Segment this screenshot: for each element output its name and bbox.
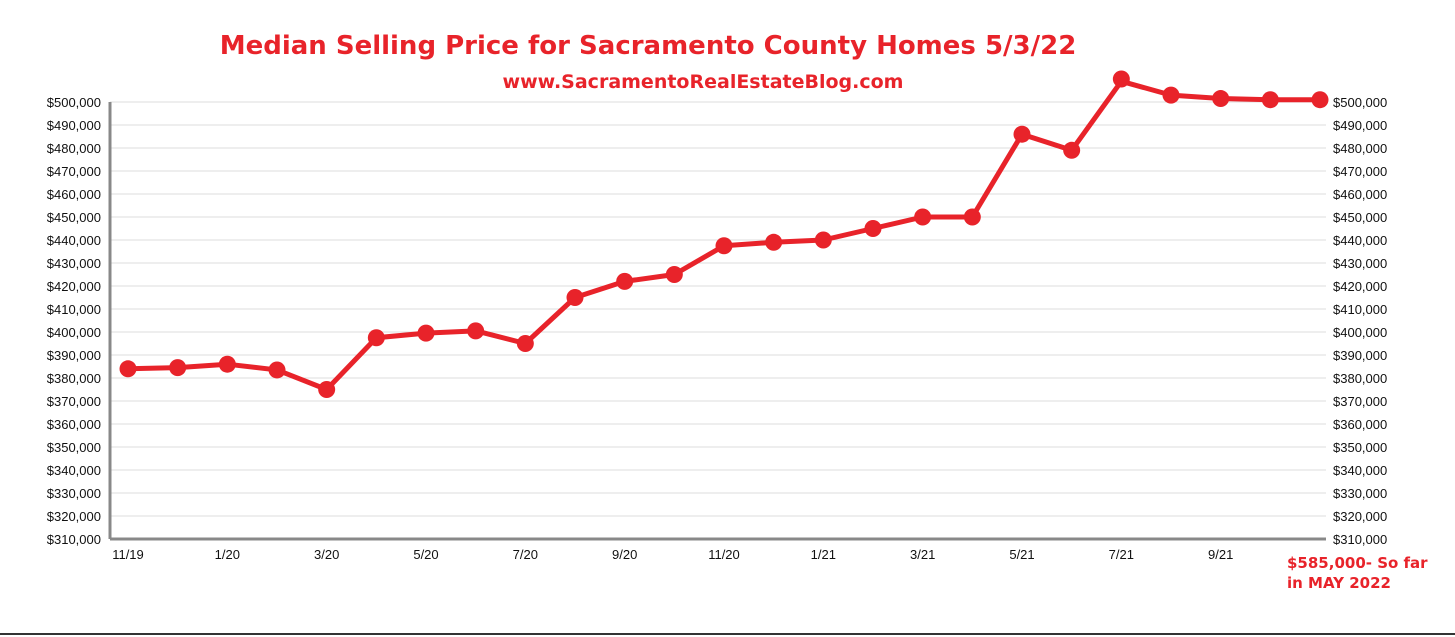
data-point	[1311, 91, 1329, 109]
y-tick-label-left: $350,000	[47, 440, 101, 455]
data-point	[417, 324, 435, 342]
x-axis-labels: 11/19 1/20 3/20 5/20 7/20 9/20 11/20 1/21 3/21 5/…	[112, 547, 1233, 562]
data-point	[715, 237, 733, 255]
y-tick-label-right: $430,000	[1333, 256, 1387, 271]
x-tick-label: 1/20	[215, 547, 240, 562]
y-tick-label-left: $420,000	[47, 279, 101, 294]
y-tick-label-right: $320,000	[1333, 509, 1387, 524]
y-tick-label-left: $310,000	[47, 532, 101, 547]
y-tick-label-left: $460,000	[47, 187, 101, 202]
data-point	[169, 359, 187, 377]
y-tick-label-right: $470,000	[1333, 164, 1387, 179]
chart-subtitle: www.SacramentoRealEstateBlog.com	[503, 71, 904, 93]
y-tick-label-left: $360,000	[47, 417, 101, 432]
data-point	[318, 381, 336, 398]
y-tick-label-left: $390,000	[47, 348, 101, 363]
y-tick-label-left: $370,000	[47, 394, 101, 409]
y-tick-label-right: $460,000	[1333, 187, 1387, 202]
data-point	[1212, 90, 1230, 108]
y-tick-label-left: $320,000	[47, 509, 101, 524]
y-tick-label-left: $490,000	[47, 118, 101, 133]
y-tick-label-left: $450,000	[47, 210, 101, 225]
y-tick-label-left: $380,000	[47, 371, 101, 386]
y-tick-label-left: $440,000	[47, 233, 101, 248]
y-tick-label-right: $450,000	[1333, 210, 1387, 225]
x-tick-label: 11/20	[708, 547, 740, 562]
data-point	[665, 266, 683, 283]
data-point	[1162, 86, 1180, 104]
data-point	[367, 329, 385, 347]
y-tick-label-left: $330,000	[47, 486, 101, 501]
data-point	[1013, 125, 1031, 143]
data-point	[516, 335, 534, 352]
x-tick-label: 9/21	[1208, 547, 1233, 562]
x-tick-label: 3/21	[910, 547, 935, 562]
y-tick-label-right: $370,000	[1333, 394, 1387, 409]
y-tick-label-right: $360,000	[1333, 417, 1387, 432]
data-point	[814, 231, 832, 249]
y-axis-right-labels: $500,000 $490,000 $480,000 $470,000 $460,000…	[1333, 95, 1387, 547]
y-tick-label-left: $470,000	[47, 164, 101, 179]
y-tick-label-left: $410,000	[47, 302, 101, 317]
data-point	[914, 208, 932, 226]
data-point	[467, 322, 485, 340]
data-point	[864, 220, 882, 237]
y-tick-label-left: $480,000	[47, 141, 101, 156]
y-tick-label-left: $340,000	[47, 463, 101, 478]
data-point	[765, 233, 783, 251]
data-point	[119, 360, 137, 378]
y-tick-label-right: $440,000	[1333, 233, 1387, 248]
y-tick-label-right: $420,000	[1333, 279, 1387, 294]
y-tick-label-right: $490,000	[1333, 118, 1387, 133]
annotation-line-2: in MAY 2022	[1287, 574, 1391, 592]
series-line	[127, 78, 1320, 392]
x-tick-label: 11/19	[112, 547, 144, 562]
grid-lines	[110, 101, 1326, 540]
data-point	[1261, 91, 1279, 109]
y-tick-label-right: $340,000	[1333, 463, 1387, 478]
x-tick-label: 1/21	[811, 547, 836, 562]
data-point	[1112, 70, 1130, 88]
y-tick-label-left: $430,000	[47, 256, 101, 271]
series-points	[119, 70, 1329, 398]
data-point	[566, 289, 584, 306]
data-point	[268, 361, 286, 379]
y-tick-label-left: $500,000	[47, 95, 101, 110]
y-tick-label-right: $330,000	[1333, 486, 1387, 501]
y-tick-label-right: $480,000	[1333, 141, 1387, 156]
x-tick-label: 7/21	[1109, 547, 1134, 562]
y-tick-label-right: $310,000	[1333, 532, 1387, 547]
x-tick-label: 5/20	[413, 547, 438, 562]
annotation-line-1: $585,000- So far	[1287, 554, 1428, 572]
y-tick-label-right: $350,000	[1333, 440, 1387, 455]
x-tick-label: 7/20	[513, 547, 538, 562]
y-tick-label-right: $400,000	[1333, 325, 1387, 340]
data-point	[616, 272, 634, 290]
y-tick-label-right: $410,000	[1333, 302, 1387, 317]
data-point	[218, 355, 236, 373]
x-tick-label: 5/21	[1009, 547, 1034, 562]
y-axis-left-labels: $500,000 $490,000 $480,000 $470,000 $460,000…	[47, 95, 101, 547]
data-point	[1063, 141, 1081, 159]
y-tick-label-left: $400,000	[47, 325, 101, 340]
x-tick-label: 3/20	[314, 547, 339, 562]
x-tick-label: 9/20	[612, 547, 637, 562]
y-tick-label-right: $380,000	[1333, 371, 1387, 386]
chart-title: Median Selling Price for Sacramento Coun…	[220, 31, 1077, 61]
data-point	[963, 208, 981, 226]
y-tick-label-right: $390,000	[1333, 348, 1387, 363]
y-tick-label-right: $500,000	[1333, 95, 1387, 110]
